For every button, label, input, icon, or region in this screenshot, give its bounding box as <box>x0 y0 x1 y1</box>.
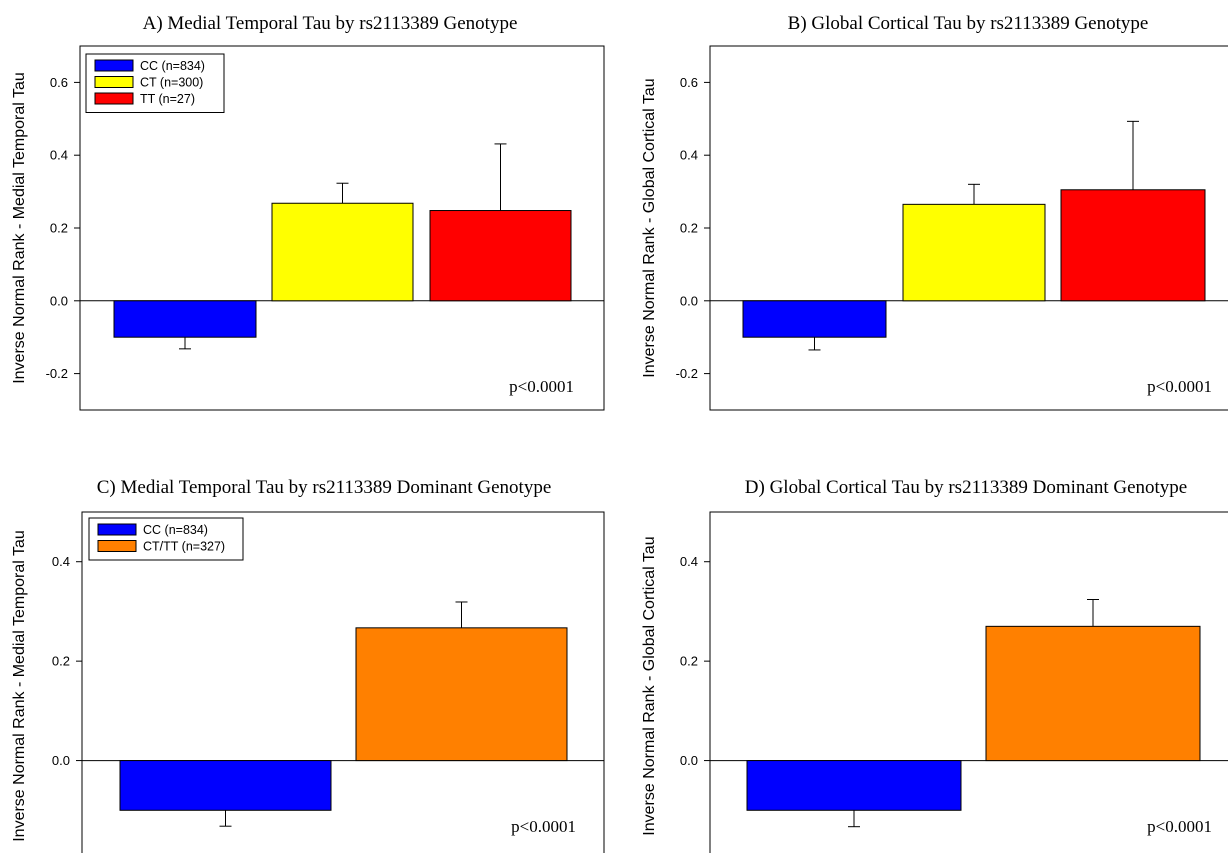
legend-label: TT (n=27) <box>140 92 195 106</box>
p-value-annotation: p<0.0001 <box>1147 377 1212 396</box>
y-tick-label: 0.2 <box>680 654 698 669</box>
y-tick-label: 0.4 <box>680 148 698 163</box>
legend-label: CT/TT (n=327) <box>143 540 225 554</box>
chart-title: D) Global Cortical Tau by rs2113389 Domi… <box>745 477 1187 498</box>
legend-swatch <box>94 92 134 105</box>
bar-tt <box>1060 189 1206 302</box>
bar-ct-tt <box>985 625 1201 762</box>
y-axis-label: Inverse Normal Rank - Medial Temporal Ta… <box>11 72 28 384</box>
chart-title: A) Medial Temporal Tau by rs2113389 Geno… <box>143 13 518 34</box>
legend-label: CC (n=834) <box>140 59 205 73</box>
y-tick-label: 0.2 <box>52 654 70 669</box>
legend: CC (n=834) CT/TT (n=327) <box>88 517 244 561</box>
chart-title: B) Global Cortical Tau by rs2113389 Geno… <box>788 13 1149 34</box>
bar-cc <box>742 300 887 338</box>
y-tick-label: 0.0 <box>50 293 68 308</box>
legend-swatch <box>97 540 137 552</box>
chart-title: C) Medial Temporal Tau by rs2113389 Domi… <box>97 477 552 498</box>
legend-swatch <box>94 59 134 72</box>
p-value-annotation: p<0.0001 <box>509 377 574 396</box>
plot-frame <box>81 511 605 853</box>
chart-panel-b: B) Global Cortical Tau by rs2113389 Geno… <box>641 13 1228 411</box>
legend: CC (n=834) CT (n=300) TT (n=27) <box>85 53 225 113</box>
y-axis-label: Inverse Normal Rank - Global Cortical Ta… <box>641 536 658 835</box>
bar-ct <box>902 203 1046 302</box>
legend-label: CC (n=834) <box>143 523 208 537</box>
y-tick-label: 0.0 <box>52 753 70 768</box>
bar-ct-tt <box>355 627 568 762</box>
chart-panel-a: A) Medial Temporal Tau by rs2113389 Geno… <box>11 13 605 411</box>
p-value-annotation: p<0.0001 <box>1147 817 1212 836</box>
y-tick-label: 0.4 <box>52 554 70 569</box>
legend-swatch <box>94 76 134 88</box>
y-axis-label: Inverse Normal Rank - Global Cortical Ta… <box>641 78 658 377</box>
chart-panel-c: C) Medial Temporal Tau by rs2113389 Domi… <box>11 477 605 853</box>
bar-ct <box>271 202 414 302</box>
bar-cc <box>119 760 332 811</box>
y-tick-label: 0.2 <box>50 221 68 236</box>
y-tick-label: 0.0 <box>680 293 698 308</box>
chart-panel-d: D) Global Cortical Tau by rs2113389 Domi… <box>641 477 1228 853</box>
y-tick-label: 0.0 <box>680 753 698 768</box>
legend-label: CT (n=300) <box>140 76 203 90</box>
y-tick-label: -0.2 <box>676 366 698 381</box>
bar-cc <box>746 760 962 811</box>
y-axis-label: Inverse Normal Rank - Medial Temporal Ta… <box>11 530 28 842</box>
y-tick-label: 0.4 <box>50 148 68 163</box>
bar-cc <box>113 300 257 338</box>
legend-swatch <box>97 523 137 536</box>
plot-frame <box>709 511 1228 853</box>
y-tick-label: -0.2 <box>46 366 68 381</box>
y-tick-label: 0.6 <box>50 75 68 90</box>
y-tick-label: 0.4 <box>680 554 698 569</box>
bar-tt <box>429 210 572 302</box>
y-tick-label: 0.2 <box>680 221 698 236</box>
p-value-annotation: p<0.0001 <box>511 817 576 836</box>
y-tick-label: 0.6 <box>680 75 698 90</box>
